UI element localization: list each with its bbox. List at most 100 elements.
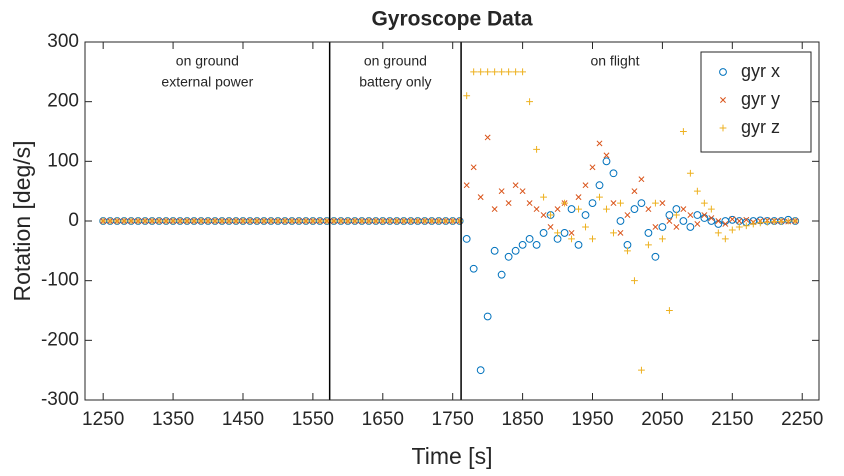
y-axis-label: Rotation [deg/s] [9,140,35,301]
data-point [477,68,485,76]
data-point [393,217,401,225]
data-point [554,206,561,213]
data-point [589,235,596,243]
data-point [602,157,611,166]
data-point [624,247,631,255]
data-point [428,217,436,225]
data-point [624,212,631,218]
data-point [498,188,505,195]
x-tick-label: 2150 [711,409,753,430]
data-point [666,218,673,224]
data-point [358,217,366,225]
data-point [497,270,506,279]
data-point [603,205,610,213]
data-point [351,217,359,225]
data-point [539,229,548,237]
data-point [645,241,652,249]
data-point [239,217,247,225]
data-point [742,222,750,230]
legend-box [700,51,812,153]
data-point [749,220,757,228]
data-point [288,217,296,225]
data-point [715,218,722,224]
data-point [176,217,184,225]
data-point [526,200,533,207]
data-point [316,217,324,225]
x-tick-label: 1350 [152,409,194,430]
data-point [777,218,785,225]
data-point [589,164,596,171]
data-point [770,218,778,225]
x-tick-label: 1950 [571,409,613,430]
data-point [666,307,673,314]
data-point [575,205,582,213]
data-point [456,217,464,225]
data-point [714,229,722,237]
data-point [491,206,498,213]
data-point [596,140,603,147]
data-point [540,193,547,201]
data-point [504,252,513,261]
data-point [505,68,513,76]
data-point [400,217,408,225]
data-point [567,205,576,213]
data-point [505,200,512,207]
data-point [490,246,499,255]
data-point [225,217,233,225]
data-point [379,217,387,225]
annotation: on ground [364,53,427,69]
data-point [134,217,142,225]
legend-marker [720,97,726,103]
data-point [211,217,219,225]
data-point [722,221,729,227]
data-point [596,193,603,201]
x-tick-label: 2050 [641,409,683,430]
y-tick-label: 100 [47,150,79,171]
x-tick-label: 1250 [82,409,124,430]
data-point [665,211,674,219]
data-point [512,68,520,76]
data-point [218,217,226,225]
data-point [246,217,254,225]
data-point [763,218,771,226]
data-point [693,187,701,195]
data-point [302,217,310,225]
data-point [162,217,170,225]
data-point [148,217,156,225]
data-point [645,206,652,213]
data-point [581,211,590,219]
data-point [155,217,163,225]
data-point [637,199,646,208]
data-point [491,68,499,76]
data-point [687,212,694,218]
legend-label: gyr x [741,61,780,81]
data-point [728,226,736,234]
data-point [532,240,541,249]
data-point [756,219,764,227]
x-tick-label: 1650 [362,409,404,430]
data-point [127,217,135,225]
data-point [701,212,708,218]
x-tick-label: 1750 [432,409,474,430]
data-point [644,229,653,237]
data-point [616,217,625,225]
data-point [414,217,422,225]
data-point [672,211,680,219]
y-tick-label: -200 [41,329,79,350]
data-point [463,182,470,189]
data-point [568,235,575,243]
data-point [281,217,289,225]
data-point [525,235,534,243]
annotation: battery only [359,74,431,90]
data-point [729,216,736,223]
data-point [574,240,583,249]
data-point [554,229,561,237]
data-point [659,235,666,243]
data-point [106,217,114,225]
data-point [470,68,478,76]
data-point [686,169,694,177]
data-point [421,217,429,225]
data-point [694,221,701,227]
